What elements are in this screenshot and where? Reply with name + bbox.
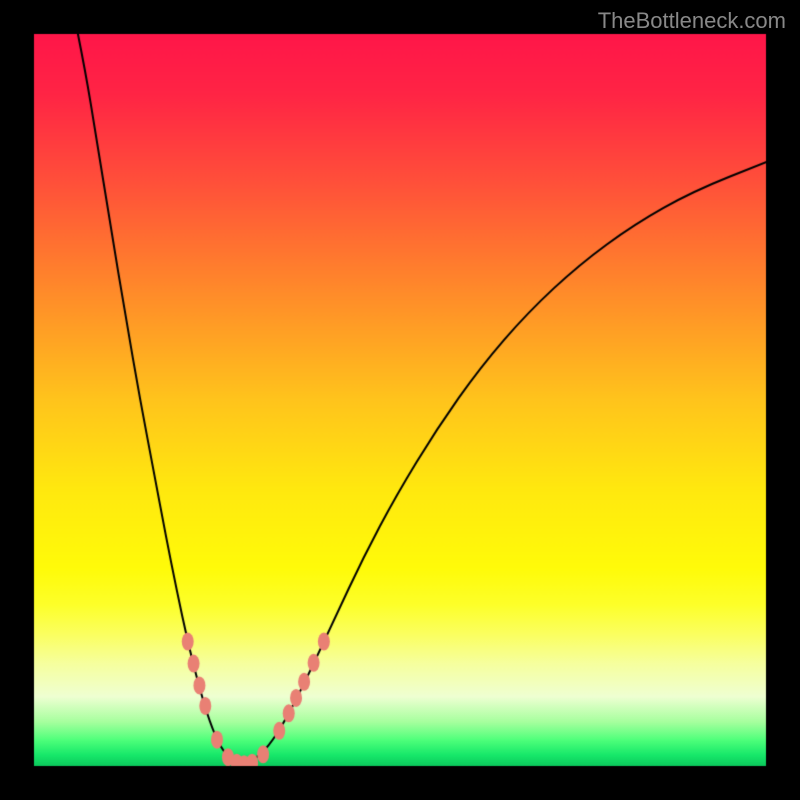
bottleneck-chart-canvas (0, 0, 800, 800)
watermark-label: TheBottleneck.com (598, 8, 786, 34)
chart-root: TheBottleneck.com (0, 0, 800, 800)
